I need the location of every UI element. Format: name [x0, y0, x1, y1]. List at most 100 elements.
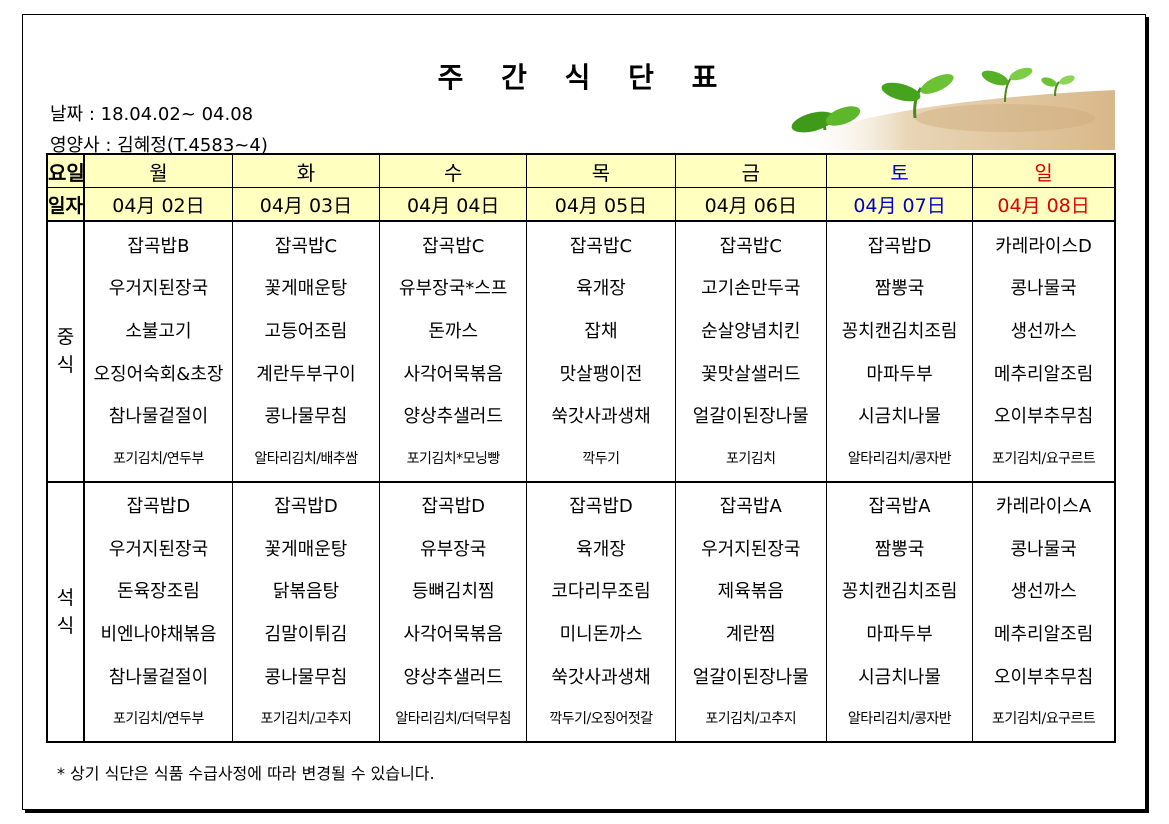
- menu-item: 콩나물국: [1010, 278, 1077, 300]
- menu-item: 포기김치/고추지: [260, 711, 352, 728]
- menu-item: 잡곡밥A: [719, 496, 782, 518]
- menu-item: 깍두기: [582, 450, 620, 467]
- menu-item: 양상추샐러드: [403, 666, 503, 688]
- menu-item: 포기김치/연두부: [113, 711, 204, 728]
- menu-item: 마파두부: [866, 363, 933, 385]
- menu-item: 잡곡밥D: [867, 235, 932, 257]
- footnote: * 상기 식단은 식품 수급사정에 따라 변경될 수 있습니다.: [57, 764, 435, 783]
- lunch-label-text: 중식: [56, 326, 75, 377]
- menu-item: 메추리알조림: [993, 624, 1094, 646]
- menu-item: 참나물겉절이: [108, 406, 209, 428]
- menu-item: 잡곡밥A: [868, 496, 931, 518]
- menu-item: 사각어묵볶음: [403, 624, 503, 646]
- day-tue: 화: [231, 153, 381, 188]
- day-sun: 일: [972, 153, 1116, 188]
- day-row: 요일 월 화 수 목 금 토 일: [46, 153, 1116, 188]
- menu-item: 우거지된장국: [108, 278, 209, 300]
- menu-item: 김말이튀김: [264, 624, 348, 646]
- menu-item: 알타리김치/콩자반: [847, 711, 952, 728]
- menu-item: 쑥갓사과생채: [551, 666, 651, 688]
- dinner-sat: 잡곡밥A 짬뽕국 꽁치캔김치조림 마파두부 시금치나물 알타리김치/콩자반: [825, 481, 974, 743]
- lunch-sun: 카레라이스D 콩나물국 생선까스 메추리알조림 오이부추무침 포기김치/요구르트: [972, 220, 1116, 483]
- menu-item: 미니돈까스: [559, 624, 643, 646]
- menu-item: 포기김치*모닝빵: [406, 450, 501, 467]
- menu-item-list: 잡곡밥C 육개장 잡채 맛살팽이전 쑥갓사과생채 깍두기: [528, 223, 674, 479]
- menu-item: 포기김치/요구르트: [991, 450, 1096, 467]
- menu-item: 육개장: [576, 538, 626, 560]
- day-fri: 금: [674, 153, 827, 188]
- menu-item: 돈까스: [428, 320, 479, 342]
- menu-item-list: 잡곡밥D 우거지된장국 돈육장조림 비엔나야채볶음 참나물겉절이 포기김치/연두부: [85, 484, 231, 740]
- menu-item: 순살양념치킨: [701, 320, 801, 342]
- date-wed: 04月 04日: [379, 187, 528, 222]
- menu-item: 콩나물무침: [264, 406, 348, 428]
- menu-item: 포기김치: [726, 450, 776, 467]
- menu-item: 잡곡밥C: [274, 235, 338, 257]
- menu-item: 꽁치캔김치조림: [841, 320, 958, 342]
- date-sat: 04月 07日: [825, 187, 974, 222]
- dinner-row: 석식 잡곡밥D 우거지된장국 돈육장조림 비엔나야채볶음 참나물겉절이 포기김치/연두부 …: [46, 481, 1116, 743]
- menu-item: 카레라이스A: [996, 496, 1092, 518]
- menu-item: 꽃게매운탕: [264, 538, 348, 560]
- menu-item: 우거지된장국: [108, 538, 209, 560]
- menu-item-list: 잡곡밥D 유부장국 등뼈김치찜 사각어묵볶음 양상추샐러드 알타리김치/더덕무침: [381, 484, 526, 740]
- menu-item: 짬뽕국: [874, 278, 925, 300]
- menu-item: 마파두부: [866, 624, 933, 646]
- menu-item-list: 잡곡밥C 꽃게매운탕 고등어조림 계란두부구이 콩나물무침 알타리김치/배추쌈: [233, 223, 378, 479]
- date-range: 날짜 : 18.04.02~ 04.08: [50, 104, 254, 125]
- menu-item: 시금치나물: [858, 406, 941, 428]
- menu-item-list: 카레라이스D 콩나물국 생선까스 메추리알조림 오이부추무침 포기김치/요구르트: [974, 223, 1114, 479]
- menu-item: 돈육장조림: [117, 581, 200, 603]
- menu-item: 오이부추무침: [993, 406, 1094, 428]
- dinner-label-text: 석식: [56, 586, 75, 637]
- dietitian-info: 영양사 : 김혜정(T.4583~4): [50, 135, 268, 156]
- lunch-label: 중식: [46, 220, 86, 483]
- menu-item: 잡곡밥C: [422, 235, 485, 257]
- menu-item: 유부장국*스프: [399, 278, 508, 300]
- day-wed: 수: [379, 153, 528, 188]
- menu-item: 유부장국: [420, 538, 487, 560]
- date-fri: 04月 06日: [674, 187, 827, 222]
- menu-item: 포기김치/요구르트: [991, 711, 1096, 728]
- menu-item: 계란찜: [725, 624, 776, 646]
- menu-item: 생선까스: [1010, 581, 1077, 603]
- menu-item: 사각어묵볶음: [403, 363, 503, 385]
- date-thu: 04月 05日: [526, 187, 676, 222]
- date-tue: 04月 03日: [231, 187, 381, 222]
- menu-item-list: 잡곡밥C 고기손만두국 순살양념치킨 꽃맛살샐러드 얼갈이된장나물 포기김치: [676, 223, 825, 479]
- dinner-sun: 카레라이스A 콩나물국 생선까스 메추리알조림 오이부추무침 포기김치/요구르트: [972, 481, 1116, 743]
- page-title: 주 간 식 단 표: [437, 61, 732, 94]
- lunch-fri: 잡곡밥C 고기손만두국 순살양념치킨 꽃맛살샐러드 얼갈이된장나물 포기김치: [674, 220, 827, 483]
- weekly-menu-table: 요일 월 화 수 목 금 토 일 일자 04月 02日 04月 03日 04月 …: [46, 153, 1116, 743]
- menu-item: 잡곡밥C: [569, 235, 633, 257]
- menu-item: 얼갈이된장나물: [692, 406, 809, 428]
- menu-item: 잡곡밥D: [421, 496, 485, 518]
- menu-item: 얼갈이된장나물: [692, 666, 809, 688]
- menu-item: 알타리김치/배추쌈: [254, 450, 358, 467]
- menu-item-list: 잡곡밥B 우거지된장국 소불고기 오징어숙회&초장 참나물겉절이 포기김치/연두부: [85, 223, 231, 479]
- menu-item: 포기김치/연두부: [113, 450, 204, 467]
- menu-item: 양상추샐러드: [403, 406, 503, 428]
- dinner-label: 석식: [46, 481, 86, 743]
- menu-item-list: 잡곡밥D 육개장 코다리무조림 미니돈까스 쑥갓사과생채 깍두기/오징어젓갈: [528, 484, 674, 740]
- dinner-thu: 잡곡밥D 육개장 코다리무조림 미니돈까스 쑥갓사과생채 깍두기/오징어젓갈: [526, 481, 676, 743]
- menu-item-list: 잡곡밥A 우거지된장국 제육볶음 계란찜 얼갈이된장나물 포기김치/고추지: [676, 484, 825, 740]
- menu-item: 카레라이스D: [995, 235, 1092, 257]
- menu-item: 알타리김치/콩자반: [847, 450, 952, 467]
- menu-item: 고등어조림: [264, 320, 348, 342]
- menu-item-list: 카레라이스A 콩나물국 생선까스 메추리알조림 오이부추무침 포기김치/요구르트: [974, 484, 1114, 740]
- menu-item: 포기김치/고추지: [705, 711, 797, 728]
- menu-item: 코다리무조림: [551, 581, 651, 603]
- menu-item: 꽁치캔김치조림: [841, 581, 958, 603]
- menu-item: 콩나물국: [1010, 538, 1077, 560]
- menu-item: 닭볶음탕: [272, 581, 340, 603]
- menu-item: 짬뽕국: [874, 538, 925, 560]
- lunch-row: 중식 잡곡밥B 우거지된장국 소불고기 오징어숙회&초장 참나물겉절이 포기김치/연두부 …: [46, 220, 1116, 483]
- menu-item: 비엔나야채볶음: [100, 624, 217, 646]
- lunch-tue: 잡곡밥C 꽃게매운탕 고등어조림 계란두부구이 콩나물무침 알타리김치/배추쌈: [231, 220, 381, 483]
- menu-item-list: 잡곡밥D 꽃게매운탕 닭볶음탕 김말이튀김 콩나물무침 포기김치/고추지: [233, 484, 378, 740]
- menu-item: 우거지된장국: [701, 538, 801, 560]
- menu-item: 쑥갓사과생채: [551, 406, 651, 428]
- menu-item: 생선까스: [1010, 320, 1077, 342]
